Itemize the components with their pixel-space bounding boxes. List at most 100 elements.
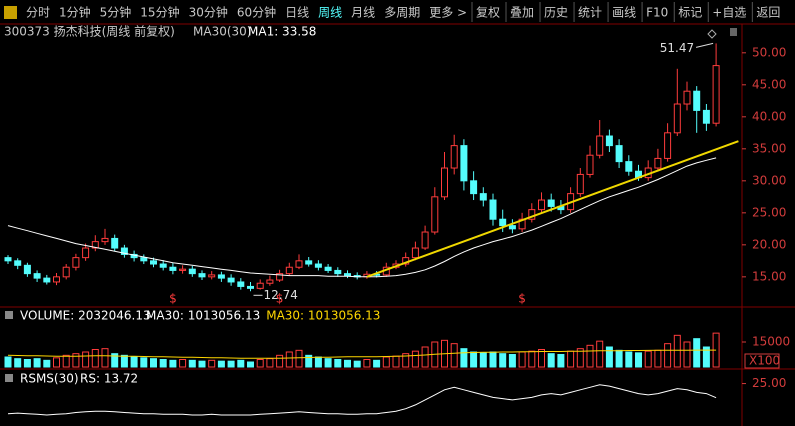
candle-body (654, 157, 662, 169)
volume-bar (130, 356, 138, 368)
indicator-value: MA1: 33.58 (248, 25, 316, 39)
signal-mark: $ (169, 292, 177, 306)
volume-bar (373, 359, 381, 368)
toolbar-button[interactable]: 分时 (26, 6, 50, 20)
candle-body (334, 269, 342, 275)
candle-body (227, 277, 235, 283)
unit-box (744, 353, 780, 369)
candle-body (179, 268, 187, 271)
volume-bar (693, 338, 701, 368)
toolbar-button[interactable]: 标记 (678, 6, 702, 20)
toolbar-button[interactable]: 60分钟 (237, 5, 276, 20)
candle-body (489, 199, 497, 220)
volume-bar (460, 348, 468, 368)
volume-bar (644, 350, 652, 368)
candle-body (664, 132, 672, 159)
menu-icon[interactable] (4, 6, 17, 19)
volume-bar (62, 354, 70, 368)
toolbar-button[interactable]: 月线 (351, 6, 375, 20)
indicator: MA30: 1013056.13 (266, 309, 380, 323)
volume-bar (528, 350, 536, 368)
toolbar-button[interactable]: 叠加 (510, 6, 534, 20)
candle-body (295, 260, 303, 268)
volume-bar (470, 351, 478, 368)
toolbar-button[interactable]: 周线 (318, 6, 342, 20)
volume-bar (596, 340, 604, 368)
annotation-arrow (695, 42, 714, 48)
candle-body (305, 260, 313, 265)
toolbar-button[interactable]: 历史 (544, 6, 568, 20)
candle-body (615, 145, 623, 163)
candle-body (14, 260, 22, 266)
toolbar-button[interactable]: 1分钟 (59, 5, 91, 20)
toolbar-button[interactable]: 30分钟 (189, 5, 228, 20)
rs-line (7, 384, 717, 416)
candle-body (111, 237, 119, 249)
candle-body (82, 247, 90, 259)
volume-bar (344, 359, 351, 368)
candle-body (33, 273, 41, 279)
volume-bar (14, 358, 22, 368)
volume-bar (683, 341, 691, 368)
toolbar-button[interactable]: 画线 (612, 6, 636, 20)
volume-bar (305, 354, 313, 368)
candle-body (470, 180, 478, 195)
candle-body (256, 282, 264, 289)
candle-body (266, 279, 274, 284)
volume-bar (285, 351, 293, 368)
trend-line (366, 140, 739, 278)
volume-bar (402, 353, 410, 368)
volume-bar (198, 360, 206, 368)
volume-bar (247, 361, 254, 368)
volume-bar (421, 346, 429, 368)
candle-body (538, 199, 545, 211)
volume-bar (33, 358, 41, 368)
candle-body (62, 266, 70, 278)
candle-body (528, 209, 536, 220)
volume-bar (43, 359, 51, 368)
volume-bar (150, 358, 157, 368)
toolbar-button[interactable]: +自选 (712, 6, 746, 20)
indicator-name: MA30(30) (193, 25, 251, 39)
toolbar-button[interactable]: 更多 > (429, 6, 467, 20)
toolbar-button[interactable]: 日线 (285, 6, 309, 20)
volume-bar (654, 349, 662, 368)
candle-body (712, 65, 720, 124)
candle-body (450, 145, 458, 169)
volume-bar (208, 359, 216, 368)
volume-bar (101, 348, 109, 368)
volume-bar (673, 334, 681, 368)
volume-bar (237, 359, 245, 368)
candle-body (431, 196, 439, 233)
toolbar-button[interactable]: 复权 (476, 6, 500, 20)
candle-body (285, 266, 293, 275)
y-tick-label: 35.00 (752, 141, 786, 155)
toolbar-button[interactable]: 5分钟 (100, 5, 132, 20)
toolbar-button[interactable]: 多周期 (384, 6, 420, 20)
volume-bar (72, 353, 80, 368)
chart-title: 300373 扬杰科技(周线 前复权) (4, 24, 175, 39)
volume-bar (664, 343, 672, 368)
volume-bar (169, 359, 177, 368)
candle-body (276, 273, 284, 281)
y-tick-label: 30.00 (752, 173, 786, 187)
y-tick-label: 45.00 (752, 77, 786, 91)
toolbar-button[interactable]: F10 (646, 6, 668, 20)
candle-body (344, 273, 351, 277)
candle-body (72, 257, 80, 268)
toolbar-button[interactable]: 返回 (756, 6, 780, 20)
candle-body (411, 247, 419, 259)
diamond-icon (707, 29, 717, 39)
volume-bar (53, 357, 60, 368)
signal-mark: $ (518, 292, 526, 306)
y-tick-label: 40.00 (752, 109, 786, 123)
volume-bar (411, 350, 419, 368)
volume-bar (518, 351, 526, 368)
y-tick-label: 20.00 (752, 237, 786, 251)
toolbar-button[interactable]: 统计 (578, 6, 602, 20)
candle-body (605, 135, 613, 147)
toolbar-button[interactable]: 15分钟 (140, 5, 179, 20)
volume-bar (334, 359, 342, 368)
volume-bar (538, 349, 545, 368)
